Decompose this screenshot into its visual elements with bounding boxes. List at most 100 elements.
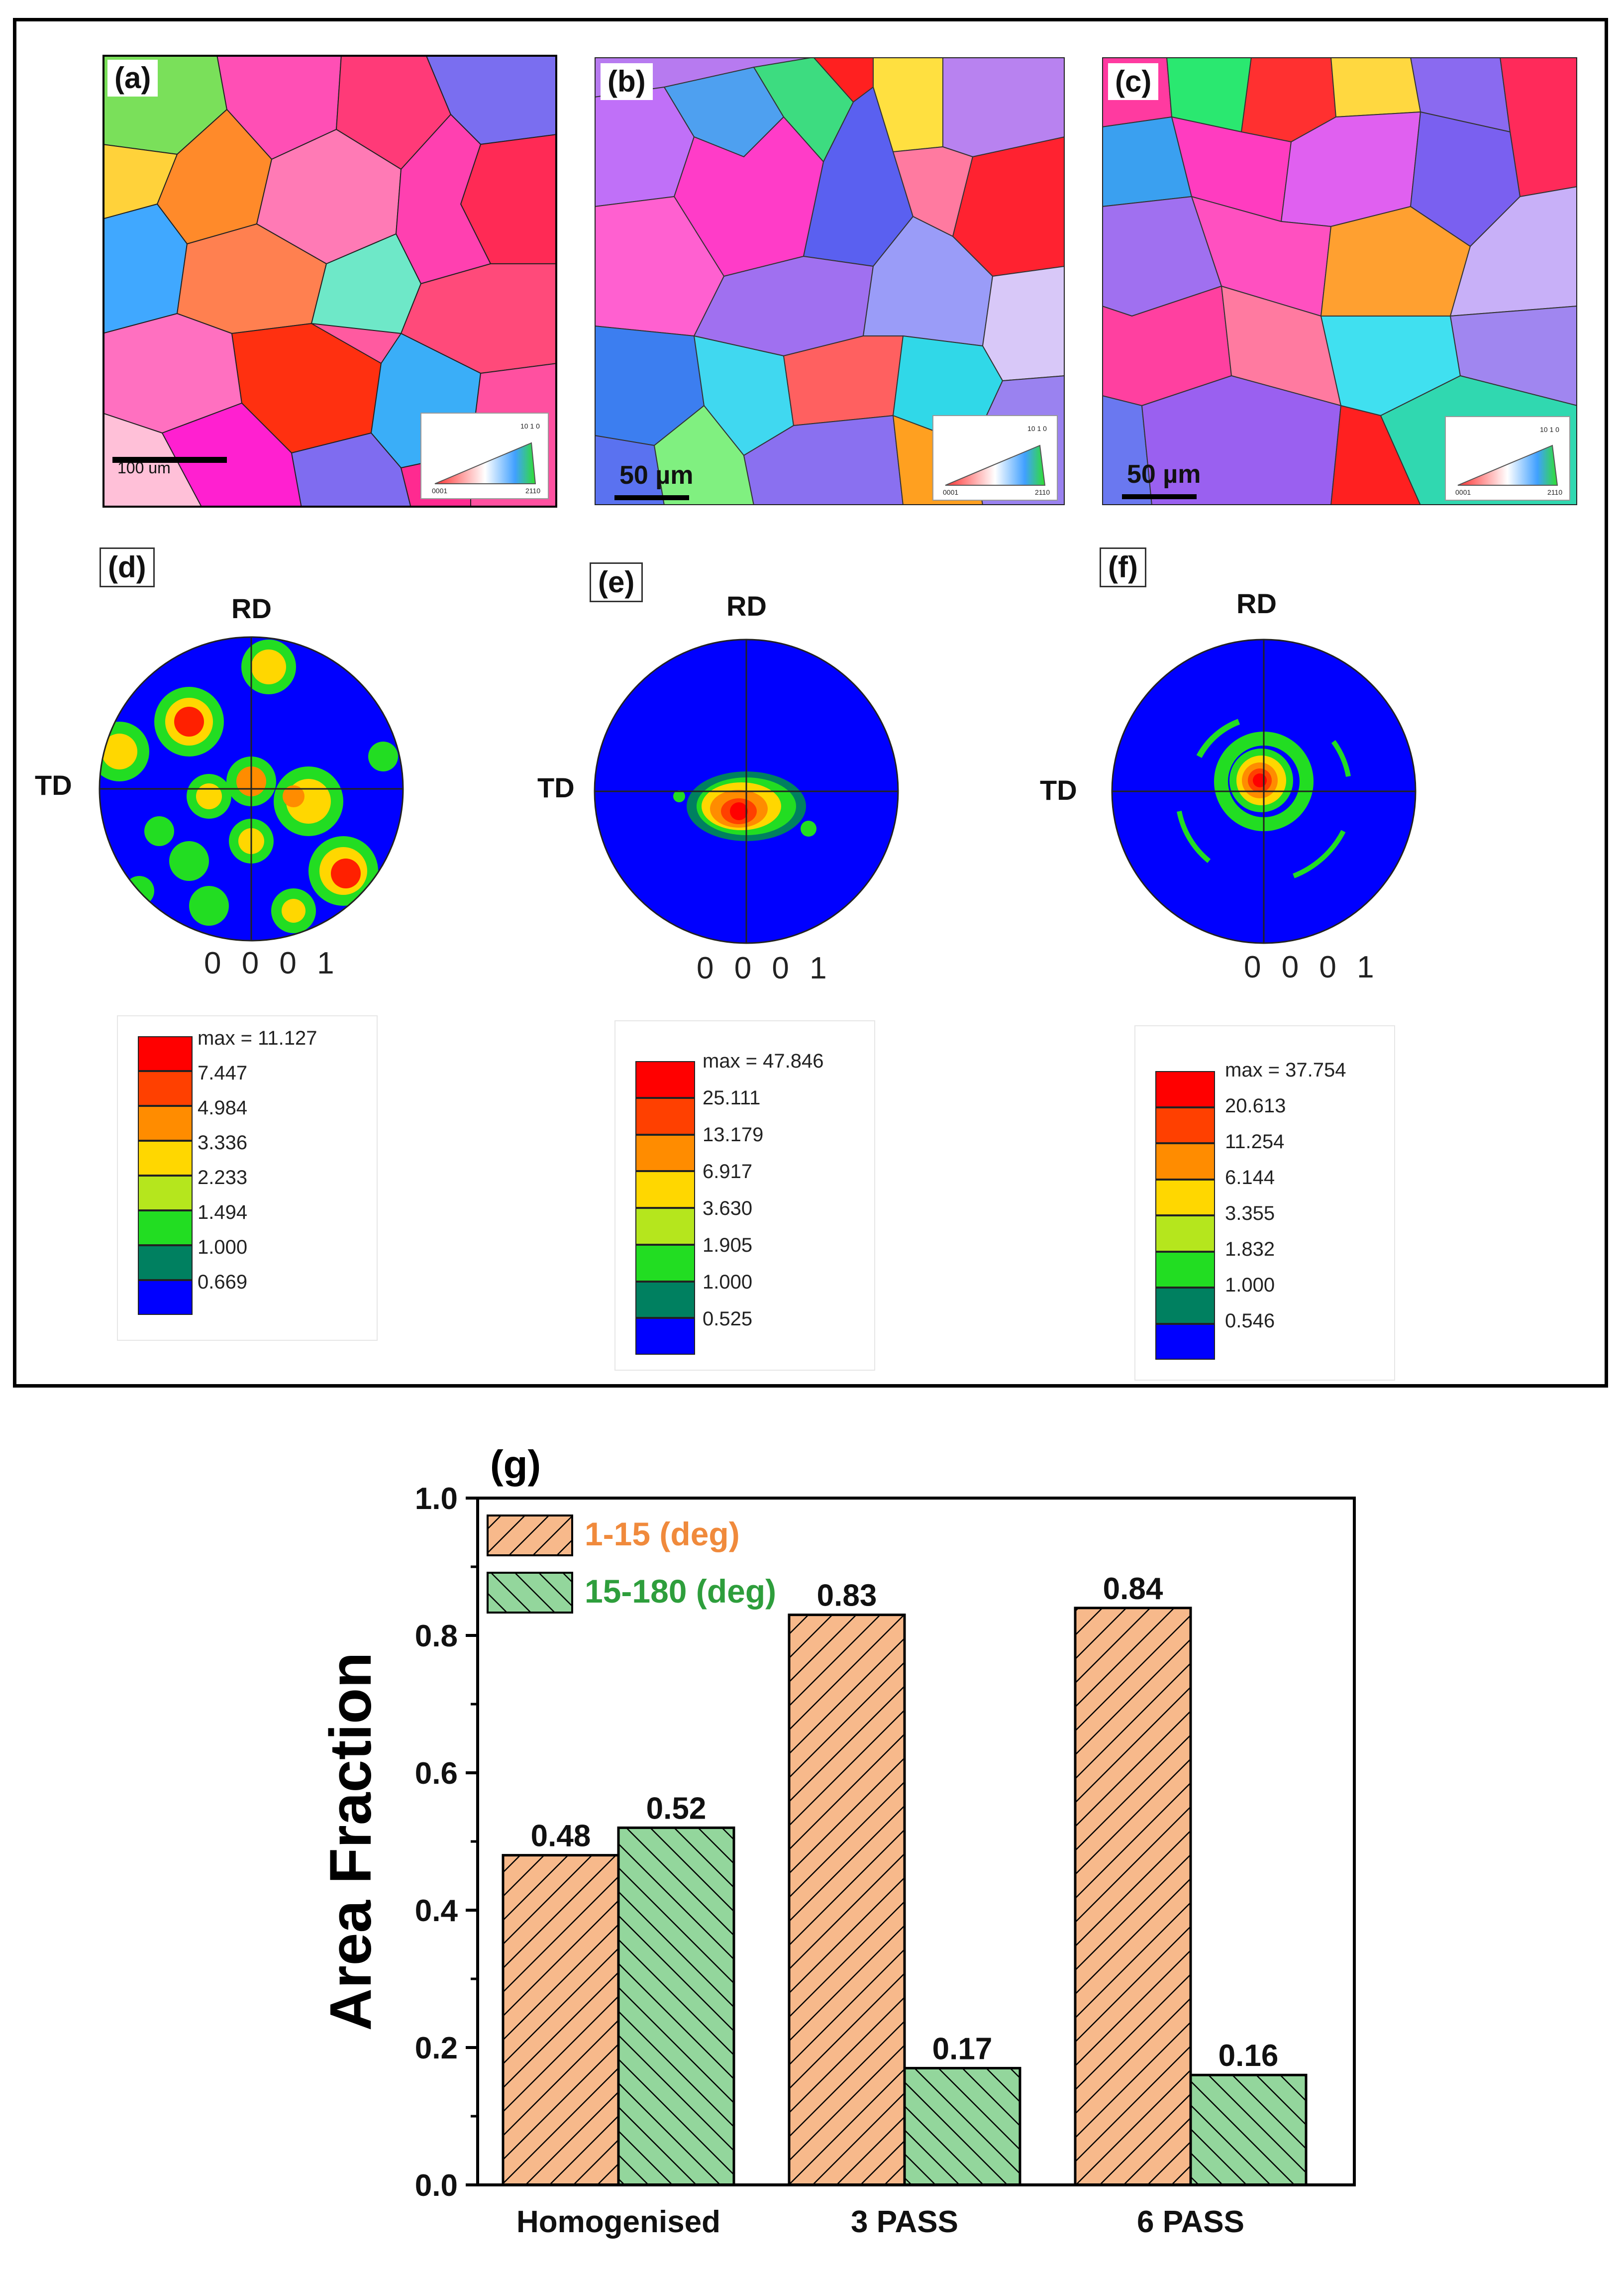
legend-f-val-1: 20.613 — [1225, 1095, 1286, 1117]
panel-label-a: (a) — [107, 60, 158, 97]
legend-e-val-5: 1.905 — [703, 1234, 753, 1256]
legend-f-val-3: 6.144 — [1225, 1167, 1275, 1189]
legend-d-val-5: 1.494 — [198, 1201, 248, 1223]
legend-swatch — [138, 1176, 193, 1210]
legend-e-val-7: 0.525 — [703, 1308, 753, 1330]
legend-d-max: max = 11.127 — [198, 1027, 317, 1049]
figure-frame — [13, 18, 1608, 1388]
legend-d-val-4: 2.233 — [198, 1167, 248, 1189]
legend-swatch — [1155, 1179, 1215, 1215]
legend-e-val-1: 25.111 — [703, 1087, 761, 1109]
y-axis-label: Area Fraction — [318, 1652, 384, 2031]
legend-swatch — [487, 1572, 573, 1614]
y-tick-label: 0.8 — [415, 1619, 458, 1653]
ebsd-map-b: (b) 50 µm 10 1 0 0001 2110 — [595, 57, 1065, 505]
legend-swatch — [1155, 1288, 1215, 1324]
legend-swatch — [138, 1106, 193, 1141]
bar — [1189, 2073, 1308, 2186]
pole-index-d: 0 0 0 1 — [204, 946, 340, 980]
legend-f-val-4: 3.355 — [1225, 1202, 1275, 1224]
legend-swatch — [635, 1097, 695, 1135]
td-label-f: TD — [1040, 774, 1077, 806]
legend-f-bar — [1155, 1071, 1215, 1360]
scale-bar-label-b: 50 µm — [619, 461, 694, 490]
legend-swatch — [635, 1318, 695, 1355]
data-label: 0.83 — [817, 1579, 877, 1613]
legend-swatch — [635, 1171, 695, 1208]
area-fraction-chart: 0.48 0.52 Homogenised 0.83 0.17 3 PASS 0.84 0.1… — [318, 1442, 1356, 2239]
legend-swatch — [1155, 1323, 1215, 1360]
x-tick-label: 3 PASS — [851, 2205, 958, 2239]
legend-swatch — [1155, 1215, 1215, 1252]
legend-e: max = 47.846 25.111 13.179 6.917 3.630 1… — [614, 1020, 875, 1371]
legend-swatch — [1155, 1143, 1215, 1180]
pole-figure-e: (e) RD TD 0 0 0 1 — [537, 562, 943, 990]
legend-d-val-3: 3.336 — [198, 1132, 248, 1154]
data-label: 0.84 — [1103, 1572, 1163, 1606]
bar — [1074, 1607, 1192, 2186]
ipf-key-top-a: 10 1 0 — [520, 422, 540, 430]
data-label: 0.16 — [1218, 2039, 1279, 2073]
legend-swatch — [138, 1071, 193, 1106]
td-label-e: TD — [537, 772, 575, 803]
legend-d-val-6: 1.000 — [198, 1236, 248, 1258]
rd-label-f: RD — [1236, 588, 1277, 619]
ipf-key-top-b: 10 1 0 — [1027, 425, 1047, 433]
legend-d-val-7: 0.669 — [198, 1271, 248, 1293]
legend-swatch — [138, 1141, 193, 1176]
grain-map-a — [102, 55, 557, 508]
rd-label-d: RD — [231, 593, 272, 624]
y-tick-label: 0.2 — [415, 2031, 458, 2065]
panel-label-f: (f) — [1100, 547, 1146, 587]
y-tick-label: 1.0 — [415, 1482, 458, 1516]
scale-bar-label-a: 100 um — [117, 459, 171, 477]
rd-label-e: RD — [726, 590, 767, 622]
pole-figure-d: (d) RD TD 0 0 0 1 — [35, 547, 448, 990]
legend-label: 15-180 (deg) — [585, 1573, 776, 1610]
legend-swatch — [138, 1280, 193, 1315]
legend-f-max: max = 37.754 — [1225, 1059, 1346, 1081]
y-tick-label: 0.0 — [415, 2168, 458, 2203]
legend-f-val-5: 1.832 — [1225, 1238, 1275, 1260]
legend-f: max = 37.754 20.613 11.254 6.144 3.355 1… — [1134, 1025, 1395, 1381]
bar — [617, 1826, 735, 2186]
x-tick-label: 6 PASS — [1137, 2205, 1244, 2239]
ipf-key-top-c: 10 1 0 — [1540, 426, 1559, 433]
pole-index-f: 0 0 0 1 — [1244, 950, 1380, 984]
legend-swatch — [635, 1281, 695, 1318]
pole-figure-d-plot — [99, 636, 404, 942]
ipf-key-right-a: 2110 — [525, 487, 541, 495]
ebsd-map-c: (c) 50 µm 10 1 0 0001 2110 — [1102, 57, 1577, 505]
pole-index-e: 0 0 0 1 — [697, 951, 833, 985]
ipf-key-left-c: 0001 — [1455, 488, 1471, 496]
bar — [502, 1854, 620, 2186]
pole-figure-f: (f) RD TD 0 0 0 1 — [1040, 547, 1453, 990]
bar — [788, 1614, 906, 2186]
legend-label: 1-15 (deg) — [585, 1515, 740, 1552]
bar — [903, 2066, 1021, 2186]
data-label: 0.48 — [531, 1819, 591, 1853]
legend-d-val-2: 4.984 — [198, 1097, 248, 1119]
grain-map-b — [595, 57, 1065, 505]
legend-swatch — [1155, 1071, 1215, 1107]
legend-d-val-1: 7.447 — [198, 1062, 248, 1084]
legend-swatch — [1155, 1251, 1215, 1288]
legend-f-val-2: 11.254 — [1225, 1131, 1285, 1153]
pole-figure-e-plot — [594, 639, 899, 944]
legend-d: max = 11.127 7.447 4.984 3.336 2.233 1.4… — [117, 1015, 378, 1341]
grain-map-c — [1102, 57, 1577, 505]
ipf-key-right-c: 2110 — [1547, 488, 1563, 496]
legend-swatch — [635, 1134, 695, 1172]
x-tick-label: Homogenised — [516, 2205, 720, 2239]
legend-swatch — [1155, 1107, 1215, 1143]
scale-bar-label-c: 50 µm — [1127, 460, 1201, 489]
legend-d-bar — [138, 1036, 193, 1315]
panel-label-g: (g) — [490, 1442, 541, 1487]
panel-label-e: (e) — [590, 562, 643, 602]
legend-f-val-6: 1.000 — [1225, 1274, 1275, 1296]
legend-f-val-7: 0.546 — [1225, 1310, 1275, 1332]
y-tick-label: 0.6 — [415, 1756, 458, 1791]
panel-label-d: (d) — [100, 547, 155, 587]
ipf-key-left-a: 0001 — [432, 487, 448, 495]
data-label: 0.52 — [646, 1791, 707, 1826]
